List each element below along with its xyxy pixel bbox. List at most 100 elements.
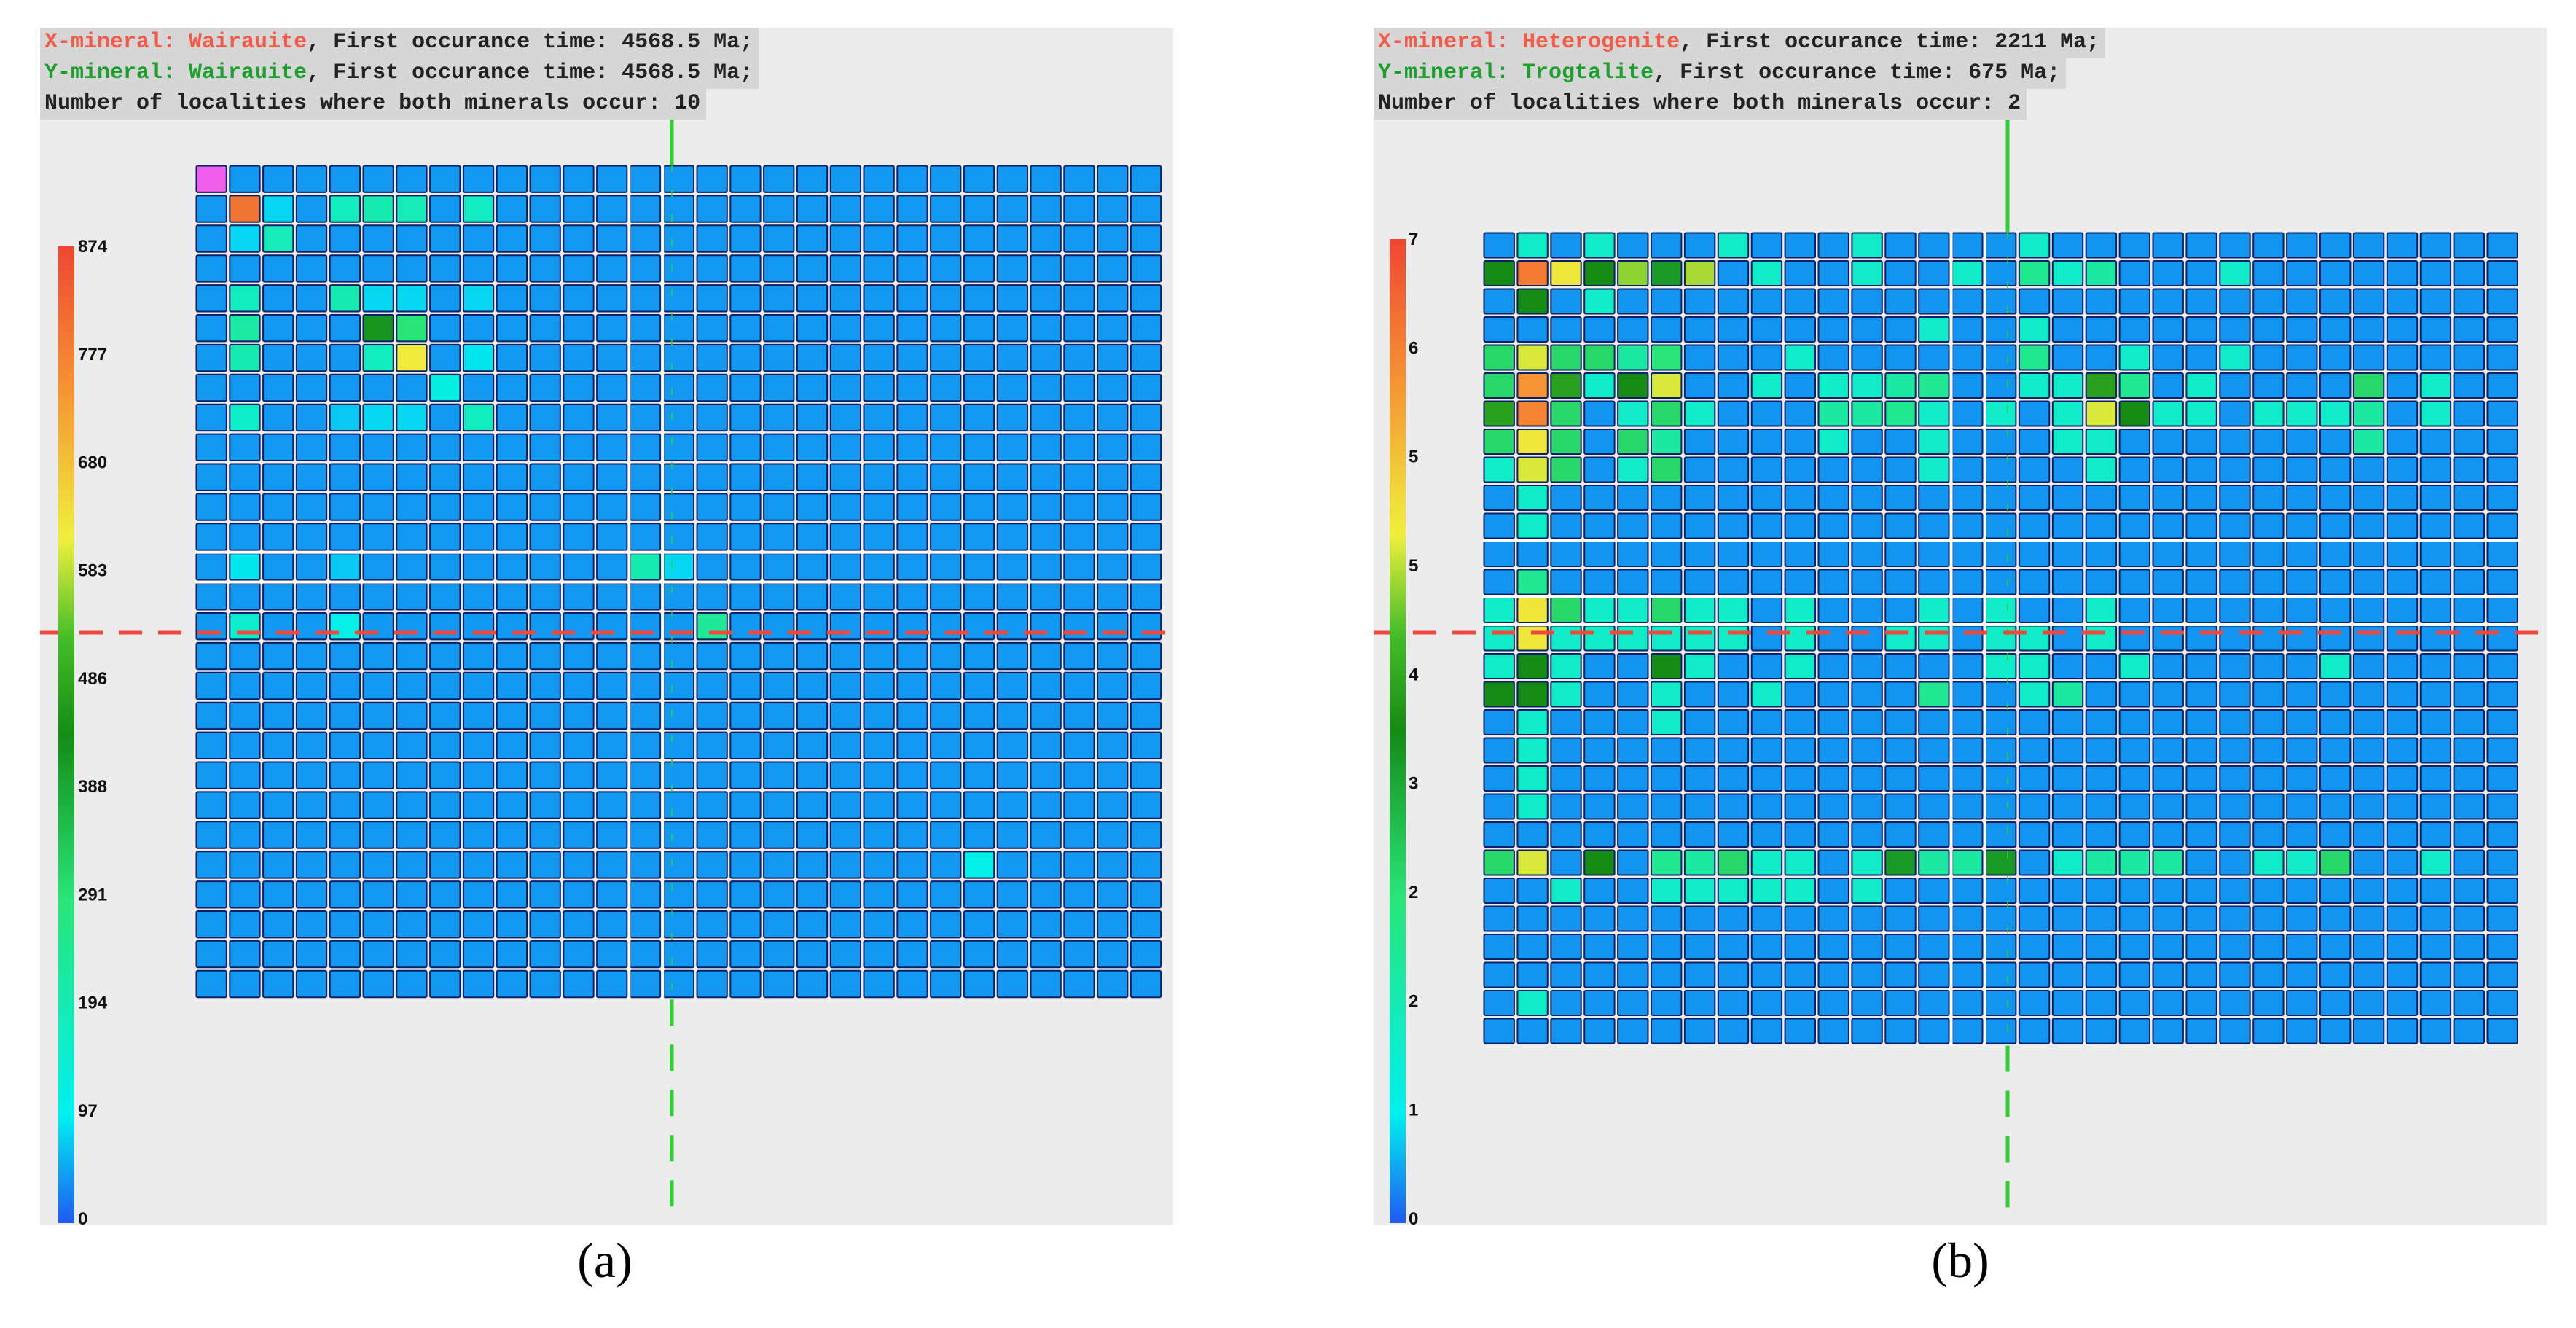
heatmap-cell [1884,485,1917,511]
heatmap-cell [2419,344,2452,371]
heatmap-cell [1063,314,1095,343]
y-mineral-name-a: Wairauite [189,60,308,85]
heatmap-cell [1918,316,1950,343]
heatmap-cell [496,552,528,581]
heatmap-cell [1918,878,1950,904]
heatmap-cell [2152,288,2184,315]
heatmap-cell [1583,905,1616,932]
heatmap-cell [596,284,628,313]
heatmap-cell [1784,232,1816,259]
heatmap-cell [529,403,561,432]
heatmap-cell [362,940,394,969]
heatmap-cell [996,493,1028,521]
heatmap-cell [1651,344,1683,371]
heatmap-cell [2419,934,2452,960]
heatmap-cell [2486,765,2518,792]
heatmap-cell [229,314,261,343]
heatmap-cell [729,940,762,969]
heatmap-cell [2453,597,2485,623]
heatmap-cell [2386,429,2419,455]
heatmap-cell [2185,765,2217,792]
heatmap-cell [629,523,662,551]
heatmap-cell [763,582,795,611]
heatmap-cell [262,582,294,611]
heatmap-cell [1717,934,1750,960]
heatmap-cell [329,791,361,819]
heatmap-cell [763,284,795,313]
heatmap-cell [829,254,861,283]
heatmap-cell [1030,463,1062,491]
heatmap-cell [1884,905,1917,932]
heatmap-cell [2252,934,2285,960]
heatmap-cell [1063,582,1095,611]
heatmap-cell [1851,344,1883,371]
heatmap-cell [496,969,528,999]
heatmap-cell [763,254,795,283]
heatmap-cell [195,195,227,223]
heatmap-cell [2286,485,2318,511]
row-separator [1483,595,2520,598]
heatmap-cell [1030,254,1062,283]
heatmap-cell [1851,625,1883,652]
heatmap-cell [1550,597,1582,623]
heatmap-cell [195,343,227,372]
heatmap-cell [295,463,328,491]
heatmap-cell [2352,372,2385,399]
heatmap-cell [1750,878,1783,904]
heatmap-cell [496,701,528,730]
heatmap-cell [1750,905,1783,932]
heatmap-cell [1717,316,1750,343]
heatmap-cell [1550,709,1582,735]
heatmap-cell [662,224,695,253]
row-separator [1483,539,2520,542]
heatmap-cell [729,821,762,849]
heatmap-cell [429,821,461,849]
heatmap-cell [996,641,1028,671]
heatmap-cell [1884,541,1917,567]
heatmap-cell [2219,456,2251,483]
heatmap-cell [462,523,495,551]
heatmap-cell [1130,254,1162,283]
heatmap-cell [1951,849,1984,876]
heatmap-cell [429,403,461,432]
heatmap-cell [2219,737,2251,764]
heatmap-cell [662,284,695,313]
heatmap-cell [1918,849,1950,876]
heatmap-cell [662,373,695,402]
heatmap-cell [362,195,394,223]
heatmap-cell [996,433,1028,461]
heatmap-cell [1130,851,1162,879]
heatmap-cell [1516,905,1549,932]
heatmap-cell [2185,793,2217,820]
heatmap-cell [1516,597,1549,623]
colorbar-tick-label: 2 [1409,991,1418,1011]
heatmap-cell [1817,765,1849,792]
heatmap-cell [2018,485,2051,511]
heatmap-cell [2319,934,2352,960]
heatmap-cell [1583,653,1616,679]
heatmap-cell [2386,316,2419,343]
heatmap-cell [696,284,728,313]
heatmap-cell [963,582,995,611]
heatmap-cell [2051,878,2084,904]
heatmap-cell [2152,653,2184,679]
heatmap-cell [1097,343,1129,372]
heatmap-cell [1918,793,1950,820]
heatmap-cell [896,969,928,999]
heatmap-cell [2152,400,2184,427]
heatmap-cell [2085,765,2118,792]
heatmap-cell [1951,512,1984,539]
heatmap-cell [2419,681,2452,708]
heatmap-cell [829,403,861,432]
heatmap-cell [295,821,328,849]
heatmap-cell [429,612,461,641]
heatmap-cell [1817,512,1849,539]
heatmap-cell [2486,793,2518,820]
heatmap-cell [1918,934,1950,960]
heatmap-cell [1483,1018,1515,1044]
heatmap-cell [829,552,861,581]
heatmap-cell [563,403,595,432]
heatmap-cell [963,195,995,223]
heatmap-cell [796,671,829,700]
heatmap-cell [2386,485,2419,511]
